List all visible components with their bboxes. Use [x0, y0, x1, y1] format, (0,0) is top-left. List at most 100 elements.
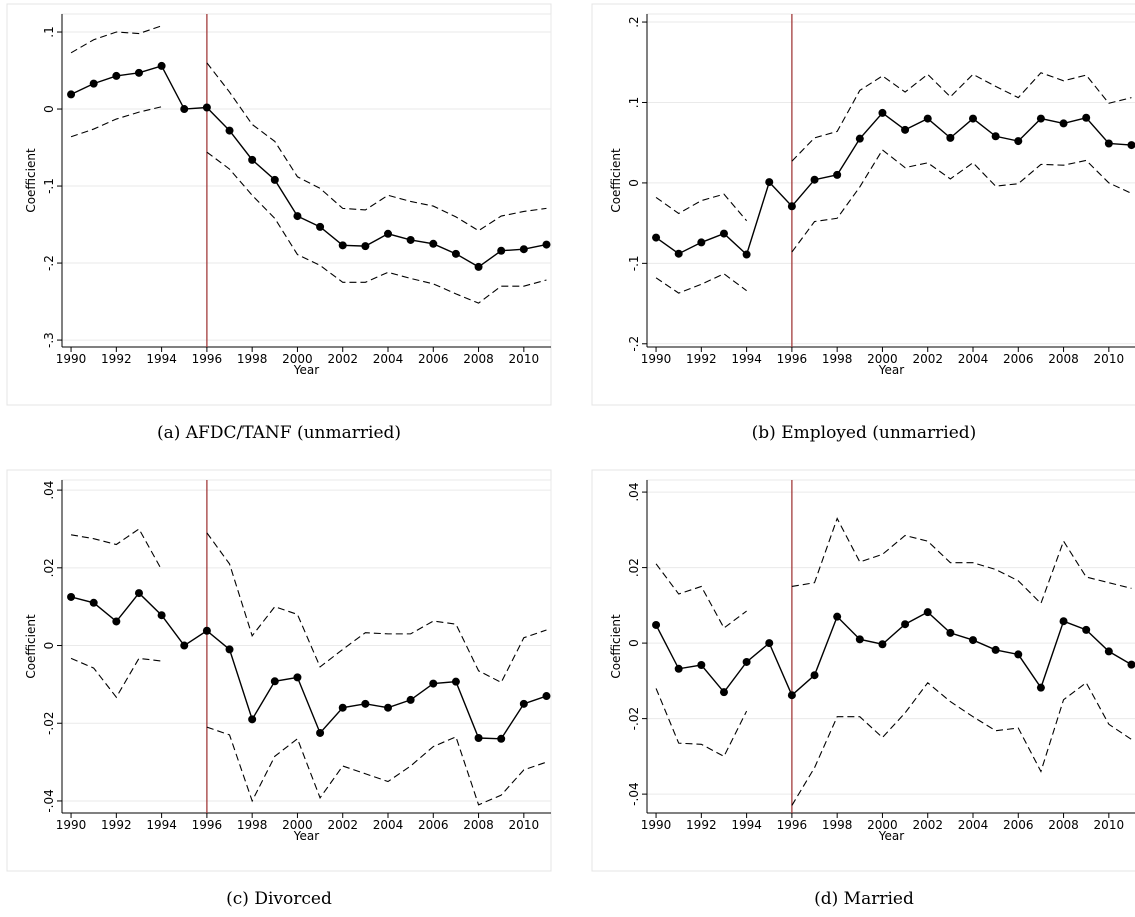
x-axis-label: Year: [293, 363, 319, 377]
data-point: [406, 235, 415, 244]
data-point: [361, 242, 370, 251]
x-tick-label: 1994: [146, 352, 177, 366]
data-point: [923, 608, 932, 617]
x-tick-label: 1994: [731, 352, 762, 366]
series-line: [655, 681, 1132, 806]
x-tick-label: 2006: [1003, 818, 1034, 832]
x-tick-label: 2006: [1003, 352, 1034, 366]
y-tick-label: 0: [627, 639, 641, 647]
x-tick-label: 2008: [1048, 818, 1079, 832]
data-point: [338, 703, 347, 712]
data-point: [697, 661, 706, 669]
data-point: [270, 175, 279, 184]
data-point: [674, 664, 683, 673]
series-line: [70, 65, 547, 268]
x-tick-label: 1994: [731, 818, 762, 832]
x-tick-label: 2000: [282, 818, 313, 832]
x-tick-label: 2002: [327, 352, 358, 366]
x-tick-label: 2004: [958, 818, 989, 832]
data-point: [697, 238, 706, 247]
data-point: [878, 108, 887, 117]
x-tick-label: 2000: [867, 818, 898, 832]
x-tick-label: 2004: [373, 352, 404, 366]
data-point: [474, 734, 483, 743]
data-point: [991, 132, 1000, 141]
x-tick-label: 1998: [822, 818, 853, 832]
panel-frame: [6, 3, 552, 406]
data-point: [134, 68, 143, 77]
data-point: [878, 640, 887, 649]
data-point: [134, 589, 143, 598]
x-tick-label: 2008: [463, 818, 494, 832]
panel: -.04 -.02 0 .02 .04 1990 1992 1994 1996 1998 2000 2…: [591, 469, 1135, 909]
data-point: [742, 250, 751, 259]
data-point: [1014, 137, 1023, 146]
x-tick-label: 1992: [686, 818, 717, 832]
data-point: [719, 229, 728, 238]
panel-frame: [591, 469, 1135, 872]
panel: -.04 -.02 0 .02 .04 1990 1992 1994 1996 1998 2000 2…: [6, 469, 552, 909]
data-point: [384, 229, 392, 238]
data-point: [946, 133, 955, 142]
x-tick-label: 1994: [146, 818, 177, 832]
y-axis-label: Coefficient: [609, 614, 623, 679]
data-point: [67, 90, 76, 99]
x-tick-label: 2004: [373, 818, 404, 832]
x-tick-label: 2002: [327, 818, 358, 832]
data-point: [67, 592, 76, 601]
data-point: [1014, 650, 1023, 659]
data-point: [248, 715, 257, 724]
y-tick-label: -.2: [627, 336, 641, 352]
data-point: [316, 728, 325, 737]
data-point: [787, 691, 796, 700]
data-point: [112, 71, 121, 80]
data-point: [765, 178, 774, 187]
data-point: [765, 639, 774, 648]
data-point: [810, 175, 819, 184]
x-tick-label: 2000: [282, 352, 313, 366]
data-point: [542, 240, 551, 249]
y-tick-label: 0: [627, 179, 641, 187]
x-tick-label: 2006: [418, 818, 449, 832]
data-point: [969, 114, 977, 123]
plot-area: [61, 13, 552, 348]
y-tick-label: 0: [42, 642, 56, 650]
data-point: [1036, 683, 1045, 692]
y-tick-label: -.04: [42, 789, 56, 812]
data-point: [451, 677, 460, 686]
x-axis-label: Year: [293, 829, 319, 843]
plot-area: [646, 479, 1135, 814]
data-point: [1059, 617, 1068, 626]
data-point: [991, 645, 1000, 654]
x-tick-label: 2010: [1094, 818, 1125, 832]
data-point: [1104, 139, 1113, 148]
series-line: [655, 517, 1132, 629]
data-point: [542, 692, 551, 701]
series-line: [70, 592, 547, 740]
data-point: [202, 103, 211, 112]
data-point: [89, 79, 98, 88]
series-line: [655, 72, 1132, 222]
x-tick-label: 1990: [641, 818, 672, 832]
data-point: [338, 241, 347, 250]
data-point: [225, 645, 234, 654]
data-point: [497, 734, 506, 743]
data-point: [1127, 660, 1135, 669]
data-point: [1104, 647, 1113, 656]
data-point: [674, 249, 683, 258]
y-tick-label: -.2: [42, 255, 56, 271]
series-line: [655, 111, 1132, 256]
x-tick-label: 2002: [912, 352, 943, 366]
data-point: [270, 677, 279, 686]
data-point: [293, 673, 302, 682]
plot-area: [646, 13, 1135, 348]
y-tick-label: -.02: [627, 707, 641, 730]
caption: (d) Married: [814, 889, 914, 909]
y-tick-label: .02: [627, 558, 641, 577]
data-point: [519, 699, 528, 708]
data-point: [202, 626, 211, 635]
data-point: [429, 239, 438, 248]
data-point: [497, 246, 506, 255]
x-tick-label: 2010: [509, 818, 540, 832]
